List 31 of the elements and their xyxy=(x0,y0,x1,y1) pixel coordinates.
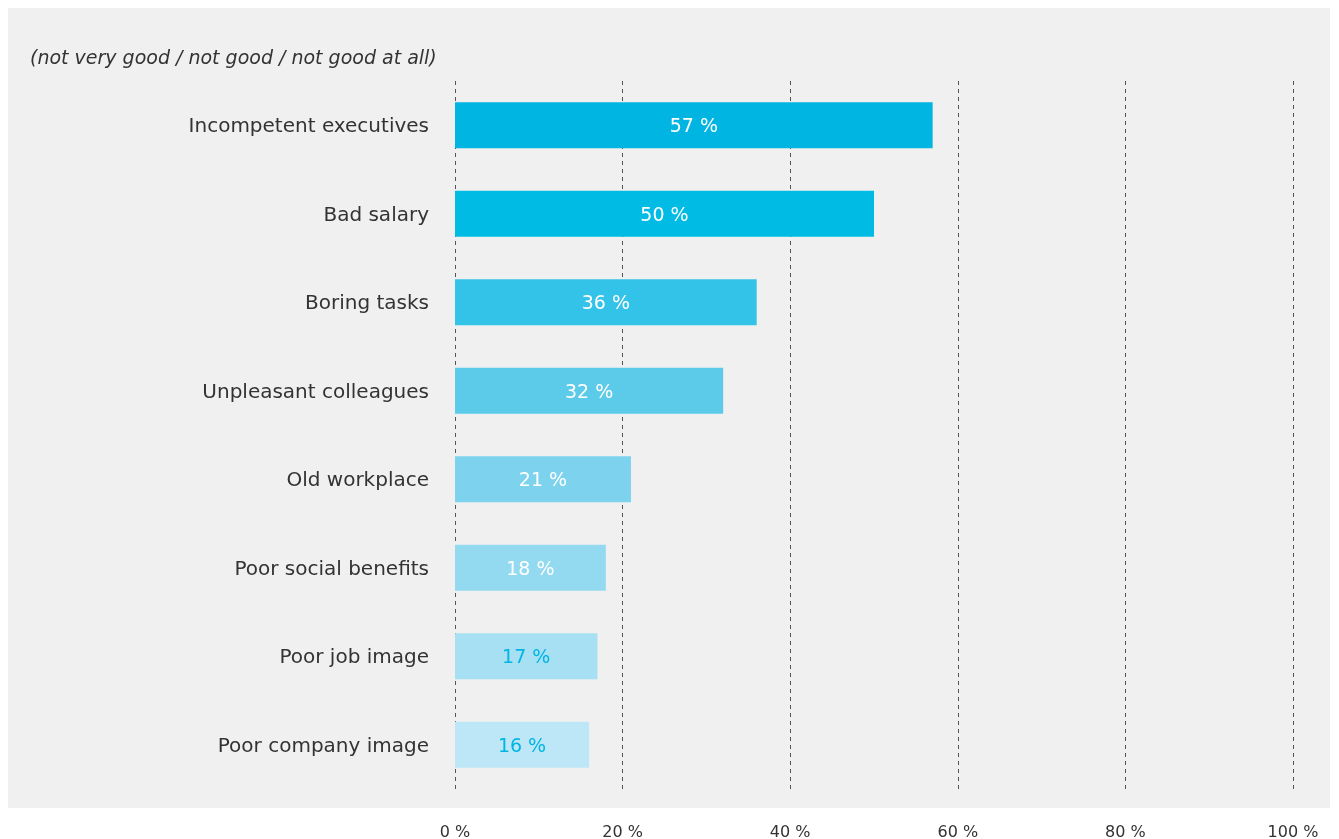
data-label: 50 % xyxy=(640,202,689,225)
y-tick-label: Bad salary xyxy=(323,201,430,226)
bar xyxy=(455,456,631,503)
x-tick-label: 0 % xyxy=(439,821,471,839)
y-tick-label: Boring tasks xyxy=(305,290,429,315)
text: (not very good / not good / not good at all) xyxy=(30,45,437,68)
data-label: 21 % xyxy=(518,468,568,491)
data-label: 36 % xyxy=(581,291,630,314)
y-tick-label: Poor social benefits xyxy=(234,555,429,580)
bar xyxy=(455,544,606,591)
x-tick-label: 60 % xyxy=(937,821,979,839)
y-tick-label: Incompetent executives xyxy=(188,113,429,138)
x-tick-label: 100 % xyxy=(1267,821,1319,839)
y-tick-label: Poor company image xyxy=(217,732,429,757)
data-label: 17 % xyxy=(502,645,551,668)
bar xyxy=(455,367,724,414)
bar xyxy=(455,279,757,326)
bar xyxy=(455,721,590,768)
x-tick-label: 20 % xyxy=(602,821,643,839)
bar xyxy=(455,190,874,237)
x-tick-label: 80 % xyxy=(1105,821,1146,839)
y-tick-label: Unpleasant colleagues xyxy=(202,378,429,403)
data-label: 18 % xyxy=(506,556,555,579)
data-label: 32 % xyxy=(564,379,614,402)
bar xyxy=(455,102,933,149)
data-label: 57 % xyxy=(669,114,718,137)
y-tick-label: Old workplace xyxy=(286,467,429,492)
data-label: 16 % xyxy=(497,733,547,756)
bar xyxy=(455,633,598,680)
x-tick-label: 40 % xyxy=(769,821,811,839)
y-tick-label: Poor job image xyxy=(279,644,429,669)
